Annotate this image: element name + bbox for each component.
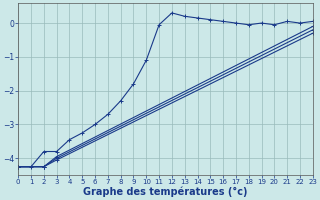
- X-axis label: Graphe des températures (°c): Graphe des températures (°c): [83, 187, 248, 197]
